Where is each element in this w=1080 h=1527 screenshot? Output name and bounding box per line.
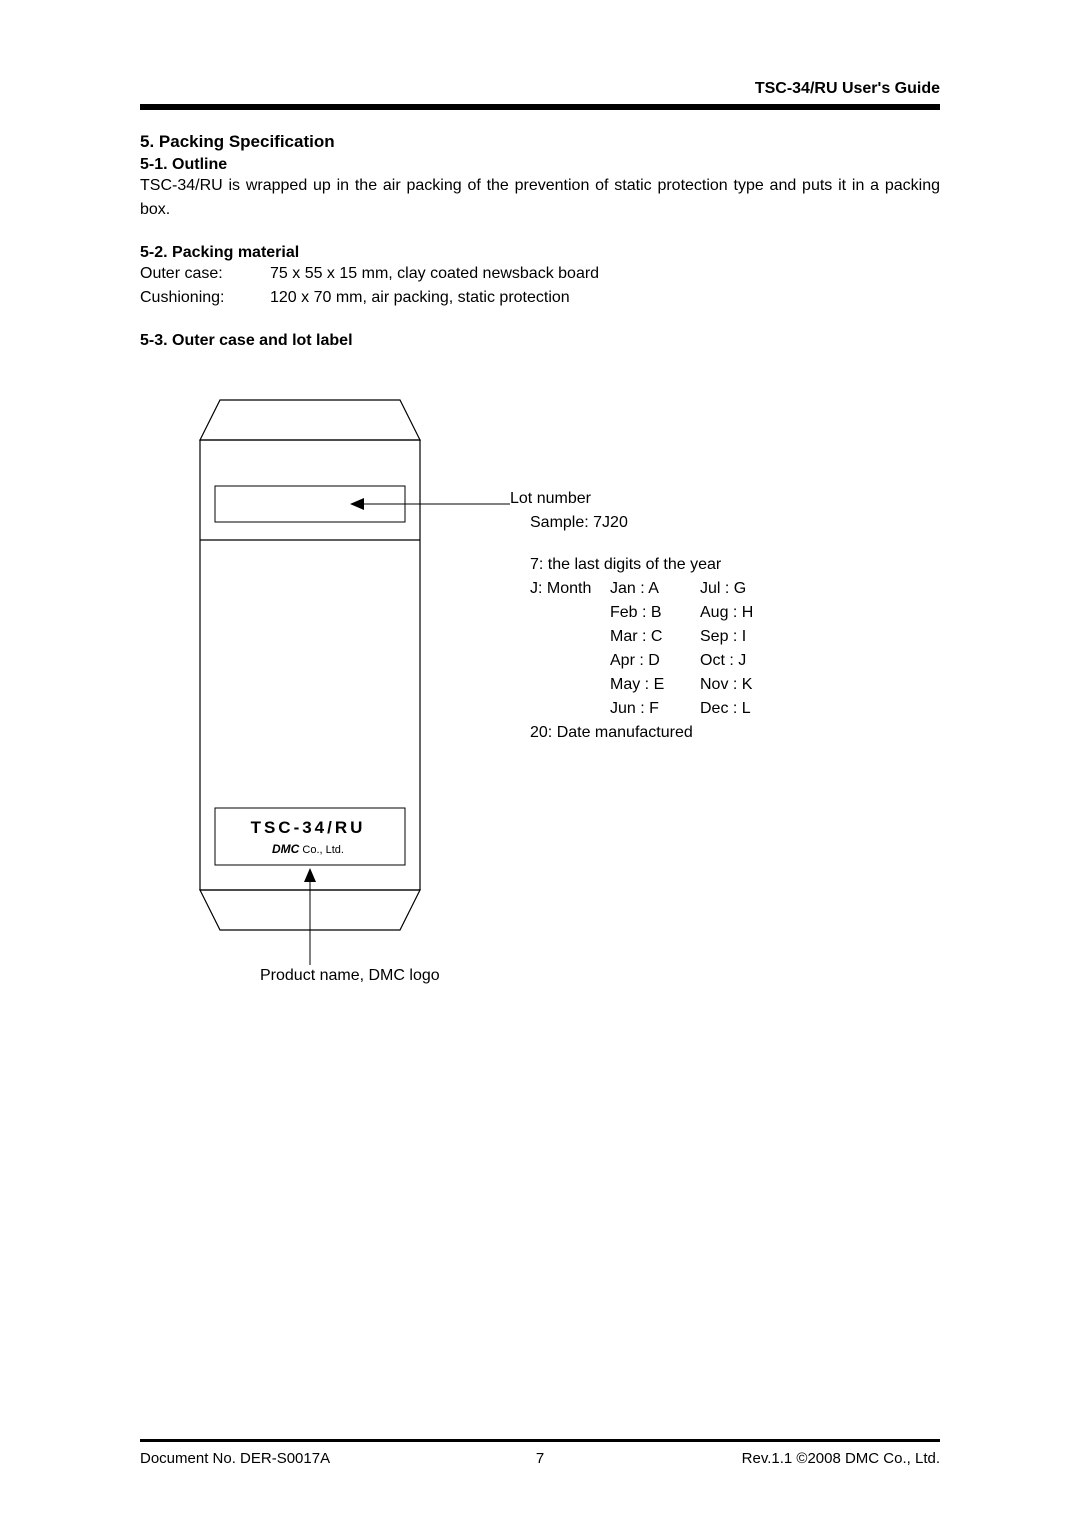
page-footer: Document No. DER-S0017A 7 Rev.1.1 ©2008 … [140, 1439, 940, 1467]
page-header-title: TSC-34/RU User's Guide [140, 80, 940, 98]
lot-number-info: Lot number Sample: 7J20 7: the last digi… [510, 487, 780, 745]
lot-month-prefix: J: Month [530, 577, 610, 601]
month-c1-3: Apr : D [610, 649, 700, 673]
month-c2-0: Jul : G [700, 577, 780, 601]
spec-cushion-value: 120 x 70 mm, air packing, static protect… [270, 286, 570, 310]
spec-outer-label: Outer case: [140, 262, 270, 286]
box-outline-svg [160, 390, 520, 970]
subsection-1-title: 5-1. Outline [140, 156, 940, 174]
lot-date-line: 20: Date manufactured [530, 721, 780, 745]
subsection-3-title: 5-3. Outer case and lot label [140, 332, 940, 350]
spec-row-outer: Outer case: 75 x 55 x 15 mm, clay coated… [140, 262, 940, 286]
section-title: 5. Packing Specification [140, 132, 940, 152]
header-divider [140, 104, 940, 110]
footer-divider [140, 1439, 940, 1442]
month-c1-1: Feb : B [610, 601, 700, 625]
subsection-2-title: 5-2. Packing material [140, 244, 940, 262]
dmc-logo-suffix: Co., Ltd. [299, 844, 344, 856]
spec-outer-value: 75 x 55 x 15 mm, clay coated newsback bo… [270, 262, 599, 286]
footer-doc-no: Document No. DER-S0017A [140, 1450, 407, 1467]
month-c2-3: Oct : J [700, 649, 780, 673]
lot-sample: Sample: 7J20 [530, 511, 780, 535]
dmc-logo-brand: DMC [272, 842, 299, 856]
month-c1-2: Mar : C [610, 625, 700, 649]
footer-rev: Rev.1.1 ©2008 DMC Co., Ltd. [673, 1450, 940, 1467]
month-c1-0: Jan : A [610, 577, 700, 601]
month-c2-5: Dec : L [700, 697, 780, 721]
month-c1-4: May : E [610, 673, 700, 697]
month-c2-2: Sep : I [700, 625, 780, 649]
month-c2-4: Nov : K [700, 673, 780, 697]
subsection-1-body: TSC-34/RU is wrapped up in the air packi… [140, 174, 940, 222]
product-caption: Product name, DMC logo [260, 967, 440, 985]
lot-label: Lot number [510, 487, 780, 511]
dmc-logo: DMC Co., Ltd. [213, 842, 403, 856]
packing-diagram: TSC-34/RU DMC Co., Ltd. Lot number Sampl… [140, 390, 940, 1040]
footer-page-no: 7 [407, 1450, 674, 1467]
product-name-label: TSC-34/RU [213, 818, 403, 838]
spec-row-cushion: Cushioning: 120 x 70 mm, air packing, st… [140, 286, 940, 310]
spec-cushion-label: Cushioning: [140, 286, 270, 310]
lot-year-line: 7: the last digits of the year [530, 553, 780, 577]
month-c1-5: Jun : F [610, 697, 700, 721]
month-c2-1: Aug : H [700, 601, 780, 625]
